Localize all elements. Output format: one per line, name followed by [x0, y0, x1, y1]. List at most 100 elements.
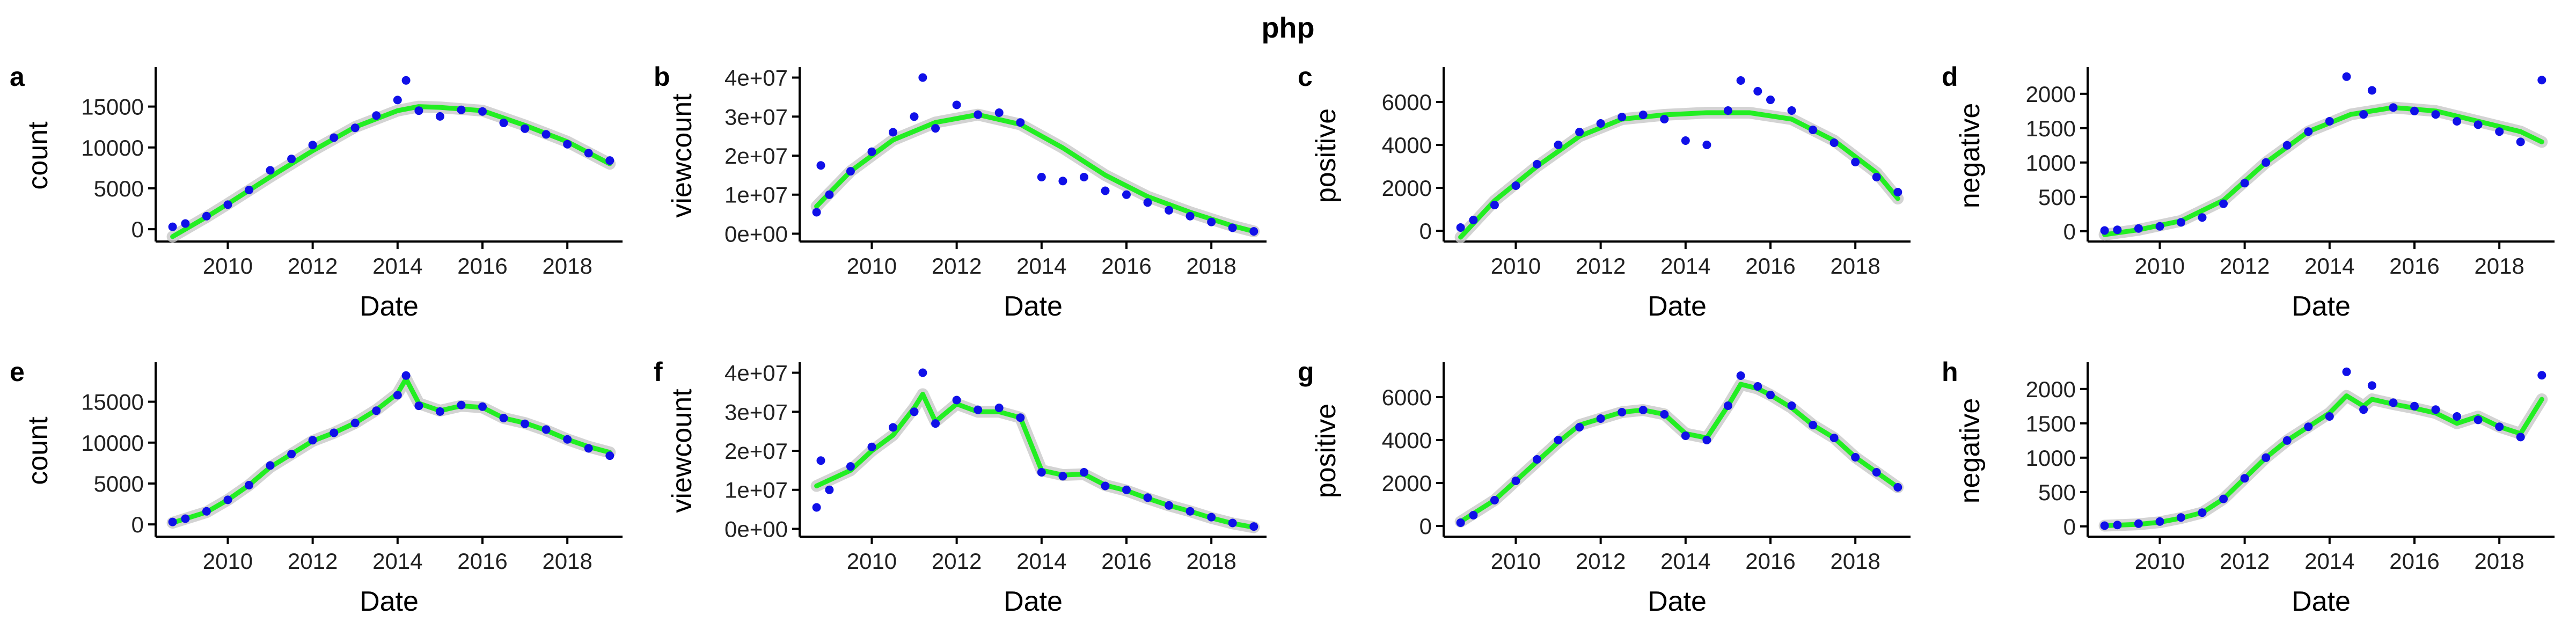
data-point: [1207, 217, 1216, 226]
data-point: [974, 110, 983, 119]
x-axis-title: Date: [1648, 586, 1707, 617]
data-point: [1681, 136, 1690, 145]
y-axis-title: count: [23, 121, 54, 190]
data-point: [1596, 414, 1605, 423]
x-tick-label: 2010: [2135, 253, 2185, 279]
data-point: [541, 130, 551, 139]
data-point: [1016, 413, 1025, 422]
data-point: [1809, 421, 1818, 429]
data-point: [2100, 521, 2109, 530]
data-point: [521, 419, 530, 428]
data-point: [1702, 141, 1711, 149]
data-point: [2495, 127, 2504, 136]
data-point: [1101, 186, 1110, 195]
y-tick-label: 1000: [2026, 445, 2076, 471]
data-point: [1736, 76, 1745, 85]
fit-confidence-band: [1454, 378, 1904, 528]
data-point: [910, 407, 919, 416]
data-point: [2100, 226, 2109, 235]
panel-letter: b: [654, 62, 670, 92]
data-point: [435, 112, 444, 121]
y-tick-label: 4000: [1382, 428, 1432, 453]
data-point: [1753, 382, 1762, 391]
data-point: [867, 442, 876, 451]
x-axis-title: Date: [1004, 291, 1063, 322]
fit-line-loess: [2102, 393, 2544, 528]
data-point: [478, 107, 487, 116]
panel-letter: f: [654, 357, 663, 387]
data-point: [2219, 199, 2228, 208]
data-point: [223, 495, 232, 504]
x-tick-label: 2018: [1186, 253, 1236, 279]
data-point: [846, 167, 855, 176]
data-point: [372, 111, 381, 120]
data-point: [1037, 468, 1046, 477]
x-tick-label: 2018: [542, 253, 592, 279]
y-tick-label: 1500: [2026, 411, 2076, 436]
y-tick-label: 5000: [94, 471, 144, 496]
x-axis-title: Date: [2292, 586, 2351, 617]
data-point: [393, 391, 402, 400]
data-point: [2177, 513, 2185, 522]
x-tick-label: 2016: [457, 548, 507, 574]
data-point: [2342, 72, 2351, 81]
data-point: [1469, 216, 1478, 224]
x-tick-label: 2014: [1660, 253, 1710, 279]
data-point: [1511, 477, 1520, 485]
data-point: [181, 514, 190, 523]
data-point: [1766, 96, 1775, 104]
data-point: [1872, 173, 1881, 181]
data-point: [2282, 436, 2292, 445]
data-point: [1638, 111, 1648, 119]
y-tick-label: 4000: [1382, 133, 1432, 158]
data-point: [1037, 173, 1046, 181]
data-point: [1228, 223, 1237, 232]
data-point: [478, 402, 487, 411]
data-point: [1872, 468, 1881, 477]
data-point: [2134, 519, 2143, 528]
data-point: [2367, 86, 2376, 95]
y-tick-label: 3e+07: [724, 399, 788, 425]
data-point: [2359, 110, 2368, 119]
data-point: [1575, 423, 1584, 431]
data-point: [2473, 415, 2483, 425]
data-point: [1787, 401, 1796, 410]
data-point: [2262, 158, 2271, 167]
x-tick-label: 2012: [932, 548, 982, 574]
data-point: [952, 100, 961, 109]
data-point: [889, 128, 897, 137]
x-tick-label: 2010: [1491, 253, 1541, 279]
data-point: [2431, 110, 2440, 119]
x-tick-label: 2012: [932, 253, 982, 279]
x-tick-label: 2012: [2220, 548, 2270, 574]
data-point: [2431, 405, 2440, 414]
data-point: [1469, 511, 1478, 519]
data-point: [330, 428, 339, 437]
data-point: [1660, 410, 1669, 419]
data-point: [414, 401, 423, 411]
data-point: [1249, 522, 1258, 531]
y-tick-label: 4e+07: [724, 65, 788, 91]
data-point: [1249, 227, 1258, 236]
data-point: [563, 140, 572, 149]
x-tick-label: 2014: [2304, 548, 2354, 574]
x-tick-label: 2016: [457, 253, 507, 279]
data-point: [812, 503, 821, 512]
data-point: [2282, 141, 2292, 150]
panel-letter: g: [1298, 357, 1314, 387]
data-point: [2155, 517, 2164, 526]
data-point: [2389, 103, 2398, 112]
y-tick-label: 0e+00: [724, 221, 788, 246]
data-point: [846, 462, 855, 471]
fit-line-loess: [170, 376, 612, 525]
x-tick-label: 2018: [1830, 253, 1880, 279]
data-point: [2262, 453, 2271, 462]
data-point: [2342, 367, 2351, 376]
data-point: [245, 481, 253, 489]
fit-confidence-band: [166, 100, 616, 243]
data-point: [1079, 173, 1088, 181]
x-tick-label: 2014: [1016, 548, 1066, 574]
y-tick-label: 10000: [81, 430, 144, 456]
data-point: [1787, 106, 1796, 115]
